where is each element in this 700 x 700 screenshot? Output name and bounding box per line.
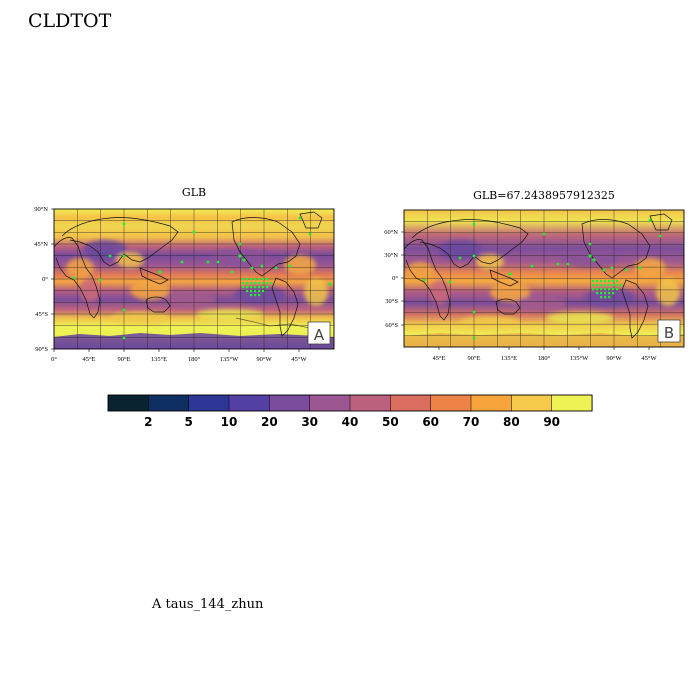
lat-tick-b-4: 30°S: [385, 298, 398, 305]
colorbar-label: 80: [503, 415, 520, 429]
colorbar-label: 30: [301, 415, 318, 429]
colorbar-swatch: [511, 394, 553, 412]
colorbar-swatch: [269, 394, 311, 412]
colorbar-label: 60: [422, 415, 439, 429]
lat-tick-b-3: 0°: [392, 275, 398, 282]
colorbar-swatch: [470, 394, 512, 412]
colorbar-swatch: [228, 394, 270, 412]
colorbar-label: 5: [184, 415, 192, 429]
colorbar-label: 90: [543, 415, 560, 429]
lon-tick-b-2: 90°E: [467, 355, 480, 362]
colorbar-label: 20: [261, 415, 278, 429]
lon-tick-b-5: 135°W: [570, 355, 589, 362]
significance-cluster-b: [592, 280, 623, 299]
lon-tick-b-1: 45°E: [432, 355, 445, 362]
lon-tick-b-7: 45°W: [641, 355, 657, 362]
panel-b-title: GLB=67.2438957912325: [473, 189, 615, 202]
significance-markers-a: [72, 216, 332, 340]
colorbar-swatch: [188, 394, 230, 412]
colorbar-label: 50: [382, 415, 399, 429]
lat-tick-a-3: 0°: [42, 276, 48, 283]
colorbar-swatch: [390, 394, 432, 412]
colorbar-swatch: [309, 394, 351, 412]
colorbar-label: 70: [463, 415, 480, 429]
lon-tick-a-8: 45°W: [291, 356, 307, 363]
panel-a-label: A: [314, 326, 325, 344]
lon-tick-a-3: 90°E: [117, 356, 130, 363]
lat-tick-a-1: 90°N: [34, 206, 48, 213]
colorbar-swatch: [148, 394, 190, 412]
lat-tick-b-1: 60°N: [384, 229, 398, 236]
panel-a-label-box: [307, 321, 331, 345]
lon-tick-a-5: 180°: [188, 356, 201, 363]
colorbar-swatch: [430, 394, 472, 412]
panel-b-label: B: [664, 324, 674, 342]
panel-a-title: GLB: [181, 186, 207, 199]
lon-tick-a-2: 45°E: [82, 356, 95, 363]
page-title: CLDTOT: [28, 10, 112, 32]
lat-tick-a-4: 45°S: [35, 311, 48, 318]
colorbar: 2 5 10 20 30 40 50 60 70 80 90: [107, 394, 593, 429]
colorbar-swatch: [349, 394, 391, 412]
panel-b-map: 60°N 30°N 0° 30°S 60°S 45°E 90°E 135°E 1…: [384, 209, 685, 362]
colorbar-label: 10: [221, 415, 238, 429]
coastlines-a: [54, 211, 323, 337]
lon-tick-b-3: 135°E: [501, 355, 517, 362]
panel-b-label-box: [657, 319, 681, 343]
significance-markers-b: [422, 218, 662, 340]
lon-tick-b-4: 180°: [538, 355, 551, 362]
colorbar-swatch: [107, 394, 149, 412]
coastlines-b: [404, 213, 673, 339]
colorbar-label: 40: [342, 415, 359, 429]
lat-tick-b-2: 30°N: [384, 252, 398, 259]
lat-tick-a-5: 90°S: [35, 346, 48, 353]
colorbar-label: 2: [144, 415, 152, 429]
lon-tick-b-6: 90°W: [606, 355, 622, 362]
panel-a-map: 90°N 45°N 0° 45°S 90°S 0° 45°E 90°E 135°…: [34, 206, 335, 363]
significance-cluster-a: [242, 278, 273, 297]
figure-caption: A taus_144_zhun: [152, 597, 264, 612]
lon-tick-a-6: 135°W: [220, 356, 239, 363]
lat-tick-b-5: 60°S: [385, 322, 398, 329]
lat-tick-a-2: 45°N: [34, 241, 48, 248]
lon-tick-a-4: 135°E: [151, 356, 167, 363]
lon-tick-a-7: 90°W: [256, 356, 272, 363]
colorbar-swatch: [551, 394, 593, 412]
lon-tick-a-1: 0°: [51, 356, 57, 363]
